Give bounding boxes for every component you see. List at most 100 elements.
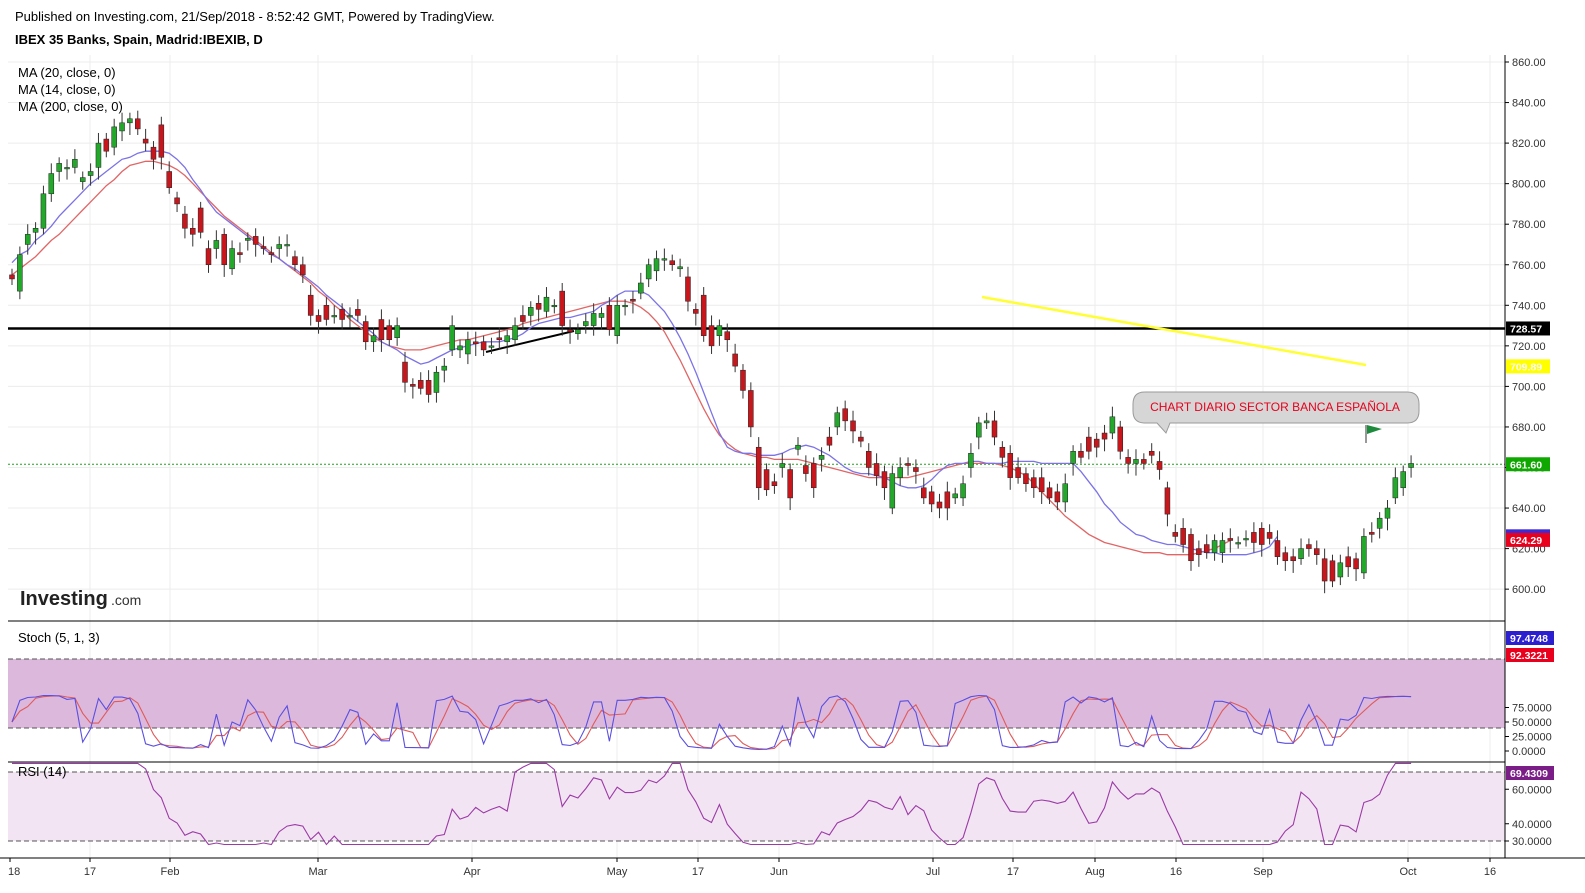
candle-body bbox=[826, 436, 833, 446]
candle-body bbox=[1306, 544, 1312, 549]
yellow-trendline[interactable] bbox=[981, 295, 1367, 367]
candle-body bbox=[79, 177, 86, 182]
candle-body bbox=[394, 325, 400, 338]
svg-text:.com: .com bbox=[111, 592, 141, 608]
candle-body bbox=[1046, 487, 1053, 499]
candle-body bbox=[417, 380, 424, 389]
candle-body bbox=[818, 455, 825, 460]
candle-body bbox=[936, 501, 943, 509]
candle-body bbox=[559, 290, 565, 326]
candle-body bbox=[17, 254, 23, 292]
candle-body bbox=[1007, 453, 1013, 478]
candle-body bbox=[488, 345, 495, 348]
candle-body bbox=[1148, 451, 1155, 456]
price-tag-label: 709.89 bbox=[1510, 361, 1542, 373]
candle-body bbox=[425, 380, 432, 395]
candle-body bbox=[638, 282, 644, 294]
stoch-k-line bbox=[11, 694, 1412, 751]
candle-body bbox=[457, 345, 463, 351]
candle-body bbox=[740, 369, 746, 391]
candle-body bbox=[378, 319, 385, 341]
price-tag bbox=[1506, 321, 1550, 336]
candle-body bbox=[331, 315, 338, 318]
candle-body bbox=[771, 481, 778, 486]
candle-body bbox=[1038, 477, 1045, 493]
candle-body bbox=[645, 264, 652, 280]
y-tick-label: 700.00 bbox=[1512, 381, 1546, 393]
candle-body bbox=[1282, 552, 1289, 562]
y-tick-label: 840.00 bbox=[1512, 98, 1546, 110]
candle-body bbox=[158, 124, 165, 158]
candle-body bbox=[583, 321, 589, 326]
candle-body bbox=[1345, 556, 1351, 568]
candle-body bbox=[1314, 548, 1320, 555]
candle-body bbox=[952, 493, 958, 499]
candle-body bbox=[653, 258, 660, 272]
candle-body bbox=[402, 361, 408, 383]
x-tick-label: Oct bbox=[1399, 866, 1416, 878]
rsi-band bbox=[8, 772, 1505, 841]
price-tag-label: 728.57 bbox=[1510, 323, 1542, 335]
stoch-value-label: 97.4748 bbox=[1510, 633, 1548, 645]
candle-body bbox=[787, 469, 793, 499]
candle-body bbox=[512, 325, 518, 341]
candle-body bbox=[913, 467, 919, 472]
candle-body bbox=[127, 118, 133, 124]
x-tick-label: Mar bbox=[309, 866, 328, 878]
x-tick-label: Feb bbox=[161, 866, 180, 878]
rsi-tick-label: 30.0000 bbox=[1512, 836, 1552, 848]
candle-body bbox=[355, 309, 361, 316]
candle-body bbox=[1361, 536, 1367, 574]
candle-body bbox=[1243, 538, 1249, 541]
ma-blue-line bbox=[11, 150, 1279, 556]
candle-body bbox=[496, 337, 503, 341]
candle-body bbox=[1031, 477, 1037, 489]
candle-body bbox=[944, 491, 951, 509]
candle-body bbox=[795, 444, 801, 450]
candle-body bbox=[803, 465, 809, 474]
rsi-value-label: 69.4309 bbox=[1510, 768, 1548, 780]
candle-body bbox=[1180, 528, 1186, 545]
candle-body bbox=[9, 274, 15, 280]
y-tick-label: 860.00 bbox=[1512, 57, 1546, 69]
candle-body bbox=[1251, 532, 1257, 543]
candle-body bbox=[520, 315, 526, 322]
candle-body bbox=[693, 309, 699, 314]
candle-body bbox=[858, 436, 864, 442]
candle-body bbox=[174, 197, 180, 205]
candle-body bbox=[850, 420, 856, 432]
candle-body bbox=[307, 294, 314, 316]
candle-body bbox=[1164, 487, 1171, 515]
candle-body bbox=[976, 422, 982, 438]
candle-body bbox=[441, 365, 448, 371]
candle-body bbox=[1188, 534, 1194, 562]
candle-body bbox=[968, 453, 974, 468]
candle-body bbox=[465, 339, 471, 355]
x-tick-label: 16 bbox=[1484, 866, 1496, 878]
candle-body bbox=[779, 463, 786, 468]
candle-body bbox=[1133, 459, 1139, 464]
candle-body bbox=[1156, 461, 1163, 470]
y-tick-label: 820.00 bbox=[1512, 138, 1546, 150]
x-tick-label: 17 bbox=[1007, 866, 1019, 878]
candle-body bbox=[1101, 432, 1108, 440]
y-tick-label: 600.00 bbox=[1512, 584, 1546, 596]
y-tick-label: 640.00 bbox=[1512, 503, 1546, 515]
black-trendline[interactable] bbox=[485, 330, 575, 353]
x-tick-label: 17 bbox=[84, 866, 96, 878]
annotation-callout[interactable]: CHART DIARIO SECTOR BANCA ESPAÑOLA bbox=[1132, 391, 1420, 434]
candle-body bbox=[1211, 540, 1218, 553]
published-note: Published on Investing.com, 21/Sep/2018 … bbox=[15, 9, 495, 24]
candle-body bbox=[905, 463, 911, 466]
candle-body bbox=[213, 240, 220, 249]
candle-body bbox=[150, 146, 157, 160]
y-tick-label: 760.00 bbox=[1512, 260, 1546, 272]
symbol-title: IBEX 35 Banks, Spain, Madrid:IBEXIB, D bbox=[15, 32, 263, 47]
candle-body bbox=[661, 258, 668, 261]
candle-body bbox=[197, 207, 204, 233]
candle-body bbox=[1219, 540, 1226, 553]
candle-body bbox=[449, 325, 455, 351]
candle-body bbox=[1376, 517, 1383, 529]
candle-body bbox=[32, 228, 39, 233]
